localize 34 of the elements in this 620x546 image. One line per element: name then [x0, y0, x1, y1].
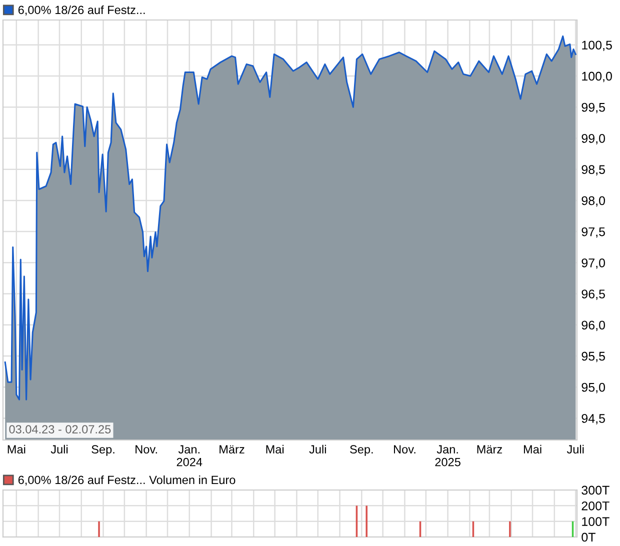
- y-tick-label: 95,5: [582, 352, 605, 362]
- x-tick-label: Jan. 2024: [176, 445, 202, 466]
- legend-label: 6,00% 18/26 auf Festz... Volumen in Euro: [18, 475, 236, 486]
- x-tick-label: Nov.: [136, 445, 157, 454]
- legend-label: 6,00% 18/26 auf Festz...: [18, 5, 145, 16]
- y-tick-label: 98,5: [582, 165, 605, 176]
- y-tick-label: 94,5: [582, 414, 605, 424]
- x-tick-label: Mai: [266, 444, 284, 454]
- y-tick-label: 200T: [582, 501, 610, 510]
- y-tick-label: 95,0: [582, 382, 606, 394]
- x-tick-label: März: [477, 445, 502, 454]
- y-tick-label: 100,0: [582, 72, 612, 82]
- x-tick-label: Nov.: [394, 445, 416, 454]
- x-tick-label: März: [220, 445, 244, 454]
- y-tick-label: 0T: [582, 532, 596, 542]
- y-tick-label: 100,5: [582, 40, 612, 52]
- x-tick-label: Mai: [8, 444, 26, 454]
- x-tick-label: Jan. 2025: [435, 445, 460, 466]
- y-tick-label: 96,0: [582, 320, 606, 332]
- x-tick-label: Juli: [309, 444, 326, 454]
- annotation: 03.04.23 - 02.07.25: [9, 425, 111, 434]
- x-tick-label: Sep.: [350, 445, 373, 456]
- y-tick-label: 99,0: [582, 134, 606, 144]
- y-tick-label: 99,5: [582, 102, 605, 114]
- y-tick-label: 97,5: [582, 227, 605, 238]
- x-tick-label: Juli: [50, 444, 68, 454]
- y-tick-label: 96,5: [582, 290, 605, 300]
- x-tick-label: Sep.: [92, 445, 114, 456]
- y-tick-label: 98,0: [582, 196, 606, 207]
- y-tick-label: 97,0: [582, 258, 606, 269]
- y-tick-label: 100T: [582, 517, 610, 526]
- x-tick-label: Juli: [566, 444, 584, 454]
- y-tick-label: 300T: [582, 486, 610, 495]
- x-tick-label: Mai: [524, 444, 542, 454]
